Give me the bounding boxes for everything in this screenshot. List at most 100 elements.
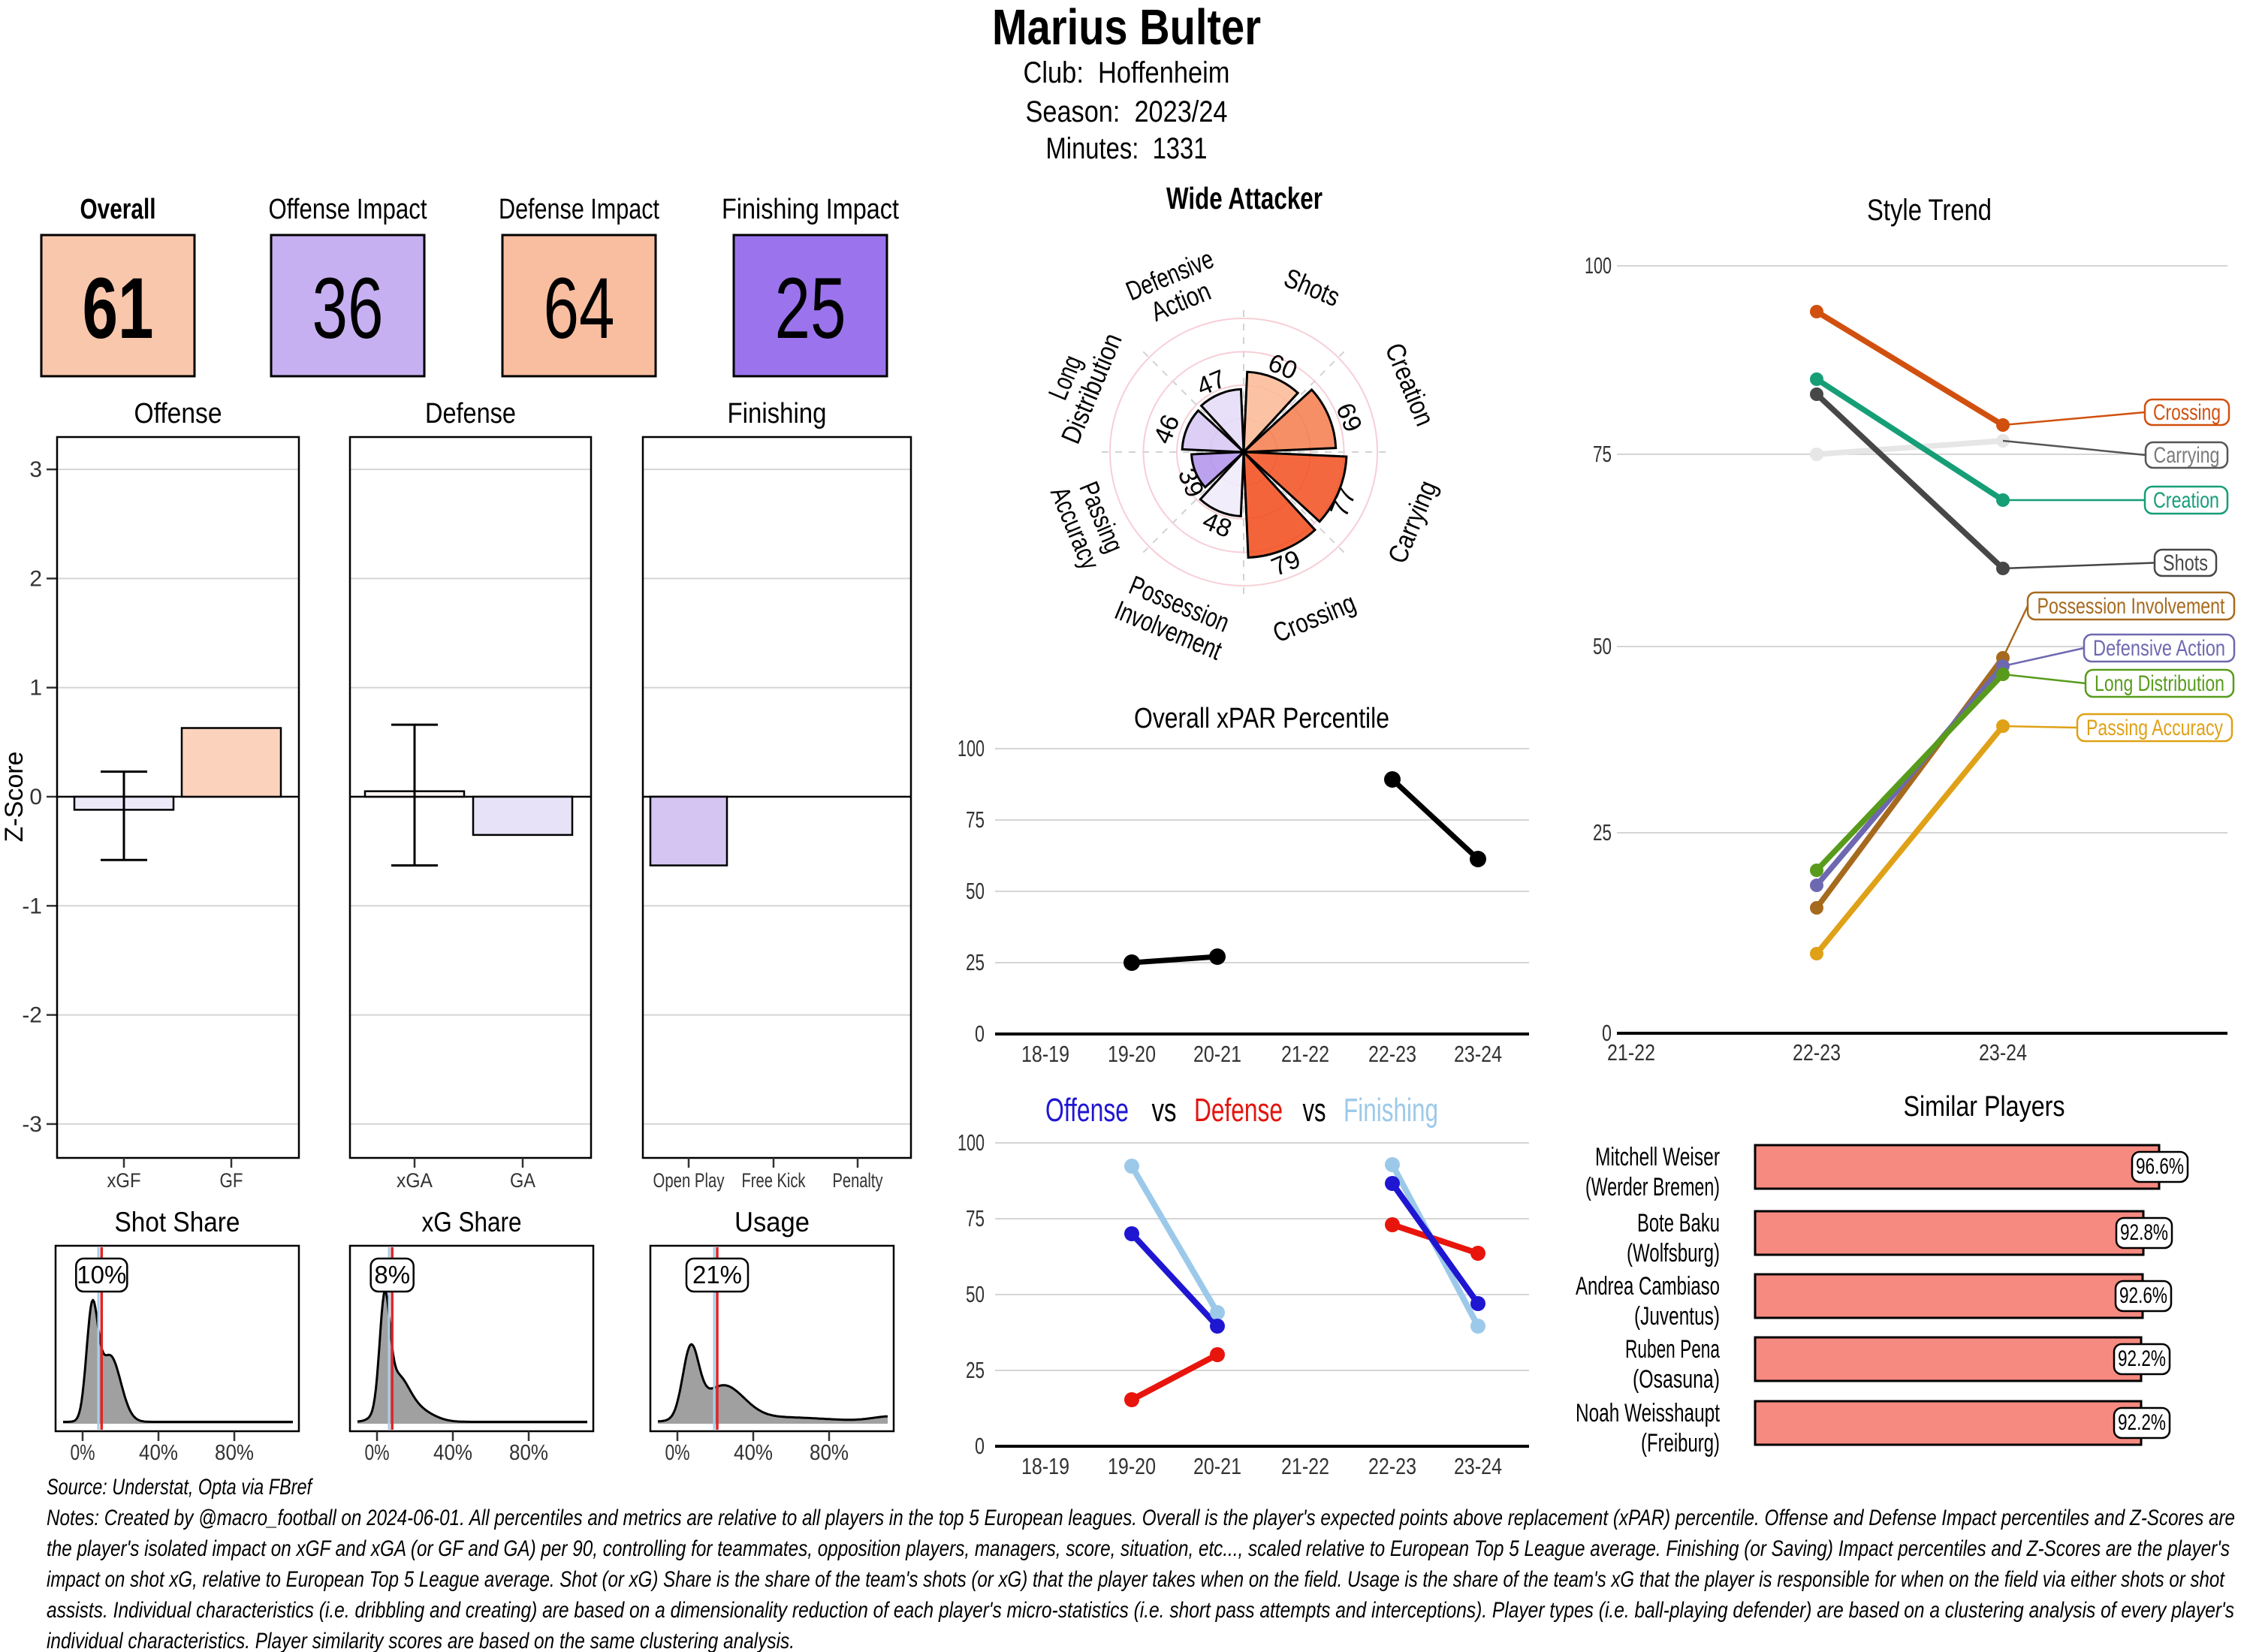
svg-text:(Osasuna): (Osasuna) [1633, 1365, 1720, 1394]
svg-text:Andrea Cambiaso: Andrea Cambiaso [1576, 1272, 1720, 1301]
svg-text:Noah Weisshaupt: Noah Weisshaupt [1576, 1399, 1720, 1427]
svg-text:21-22: 21-22 [1281, 1453, 1329, 1479]
svg-text:Defensive Action: Defensive Action [2093, 636, 2225, 661]
svg-text:21-22: 21-22 [1281, 1041, 1329, 1067]
svg-text:Similar Players: Similar Players [1904, 1091, 2065, 1123]
svg-text:Club: Hoffenheim: Club: Hoffenheim [1024, 56, 1230, 89]
svg-text:22-23: 22-23 [1793, 1039, 1841, 1066]
svg-text:0: 0 [29, 785, 42, 809]
svg-text:Finishing: Finishing [728, 398, 827, 430]
svg-text:92.8%: 92.8% [2120, 1220, 2168, 1245]
svg-text:individual characteristics. Pl: individual characteristics. Player simil… [47, 1629, 795, 1652]
svg-text:100: 100 [958, 1129, 985, 1156]
svg-text:vs: vs [1152, 1092, 1177, 1129]
svg-text:80%: 80% [810, 1441, 849, 1465]
svg-text:impact on shot xG, relative to: impact on shot xG, relative to European … [47, 1567, 2225, 1592]
svg-text:21%: 21% [692, 1261, 742, 1289]
svg-text:assists. Individual characteri: assists. Individual characteristics (i.e… [47, 1598, 2234, 1623]
svg-text:19-20: 19-20 [1108, 1453, 1156, 1479]
svg-text:xGF: xGF [107, 1169, 141, 1192]
svg-text:92.2%: 92.2% [2118, 1346, 2166, 1371]
svg-text:Shots: Shots [2163, 551, 2208, 576]
svg-text:64: 64 [544, 261, 615, 357]
svg-text:Style Trend: Style Trend [1867, 194, 1992, 227]
svg-text:92.2%: 92.2% [2118, 1410, 2166, 1435]
svg-text:10%: 10% [77, 1261, 126, 1289]
svg-text:Overall: Overall [80, 194, 156, 225]
svg-text:Shot Share: Shot Share [115, 1207, 240, 1237]
svg-text:Z-Score: Z-Score [0, 752, 29, 843]
svg-text:75: 75 [1593, 441, 1612, 467]
svg-text:(Juventus): (Juventus) [1634, 1302, 1720, 1331]
svg-text:0%: 0% [71, 1441, 95, 1465]
svg-text:Offense Impact: Offense Impact [269, 194, 427, 225]
svg-text:22-23: 22-23 [1368, 1041, 1416, 1067]
svg-text:Season: 2023/24: Season: 2023/24 [1026, 95, 1228, 128]
svg-text:25: 25 [966, 949, 985, 975]
svg-text:Long Distribution: Long Distribution [2095, 671, 2224, 696]
svg-text:Passing Accuracy: Passing Accuracy [2086, 716, 2223, 740]
svg-text:36: 36 [312, 261, 384, 357]
svg-text:xGA: xGA [397, 1169, 433, 1192]
svg-text:8%: 8% [374, 1261, 410, 1289]
svg-text:(Freiburg): (Freiburg) [1641, 1429, 1720, 1458]
svg-text:25: 25 [1593, 819, 1612, 846]
svg-text:Crossing: Crossing [2153, 400, 2221, 425]
svg-text:Minutes: 1331: Minutes: 1331 [1046, 132, 1208, 165]
svg-text:Ruben Pena: Ruben Pena [1625, 1335, 1720, 1364]
svg-text:Offense: Offense [134, 398, 222, 430]
svg-text:20-21: 20-21 [1193, 1041, 1241, 1067]
svg-text:100: 100 [1585, 252, 1612, 279]
svg-text:Penalty: Penalty [833, 1169, 883, 1192]
svg-text:-1: -1 [22, 894, 42, 918]
svg-text:-3: -3 [22, 1112, 42, 1137]
svg-text:(Werder Bremen): (Werder Bremen) [1585, 1173, 1720, 1201]
svg-text:50: 50 [966, 878, 985, 904]
svg-text:Notes: Created by @macro_footb: Notes: Created by @macro_football on 202… [47, 1506, 2235, 1530]
svg-text:25: 25 [966, 1357, 985, 1383]
svg-text:25: 25 [775, 261, 846, 357]
svg-text:GA: GA [510, 1169, 535, 1192]
svg-text:19-20: 19-20 [1108, 1041, 1156, 1067]
svg-text:Defense Impact: Defense Impact [499, 194, 659, 225]
svg-text:Bote Baku: Bote Baku [1637, 1209, 1720, 1237]
svg-text:18-19: 18-19 [1021, 1041, 1069, 1067]
svg-text:Usage: Usage [734, 1207, 810, 1237]
svg-text:Marius Bulter: Marius Bulter [992, 0, 1261, 56]
svg-text:Defense: Defense [1194, 1092, 1283, 1129]
svg-text:23-24: 23-24 [1454, 1453, 1502, 1479]
svg-text:61: 61 [83, 261, 154, 357]
svg-text:Carrying: Carrying [2154, 443, 2220, 468]
svg-text:75: 75 [966, 1205, 985, 1231]
svg-text:0%: 0% [665, 1441, 690, 1465]
svg-text:18-19: 18-19 [1021, 1453, 1069, 1479]
svg-text:75: 75 [966, 806, 985, 833]
svg-text:21-22: 21-22 [1607, 1039, 1655, 1066]
svg-text:80%: 80% [215, 1441, 254, 1465]
svg-text:Wide Attacker: Wide Attacker [1166, 181, 1323, 216]
svg-text:20-21: 20-21 [1193, 1453, 1241, 1479]
svg-text:92.6%: 92.6% [2119, 1283, 2167, 1308]
svg-text:Possession Involvement: Possession Involvement [2037, 594, 2226, 619]
svg-text:Offense: Offense [1045, 1092, 1129, 1129]
svg-text:0: 0 [1602, 1020, 1612, 1046]
svg-text:50: 50 [1593, 633, 1612, 659]
svg-text:Creation: Creation [2153, 488, 2219, 513]
svg-text:the player's isolated impact o: the player's isolated impact on xGF and … [47, 1536, 2230, 1561]
svg-text:vs: vs [1303, 1092, 1326, 1129]
svg-text:Source: Understat, Opta via FB: Source: Understat, Opta via FBref [47, 1475, 313, 1500]
svg-text:GF: GF [220, 1169, 243, 1192]
svg-text:22-23: 22-23 [1368, 1453, 1416, 1479]
svg-text:50: 50 [966, 1281, 985, 1307]
svg-text:-2: -2 [22, 1003, 42, 1028]
svg-text:Mitchell Weiser: Mitchell Weiser [1595, 1143, 1720, 1171]
svg-text:3: 3 [29, 457, 42, 482]
svg-text:96.6%: 96.6% [2136, 1154, 2184, 1179]
svg-text:0: 0 [975, 1433, 985, 1459]
svg-text:40%: 40% [734, 1441, 773, 1465]
svg-text:2: 2 [29, 566, 42, 591]
svg-text:Defense: Defense [425, 398, 516, 430]
svg-text:Open Play: Open Play [653, 1169, 725, 1192]
svg-text:0: 0 [975, 1020, 985, 1047]
svg-text:23-24: 23-24 [1454, 1041, 1502, 1067]
